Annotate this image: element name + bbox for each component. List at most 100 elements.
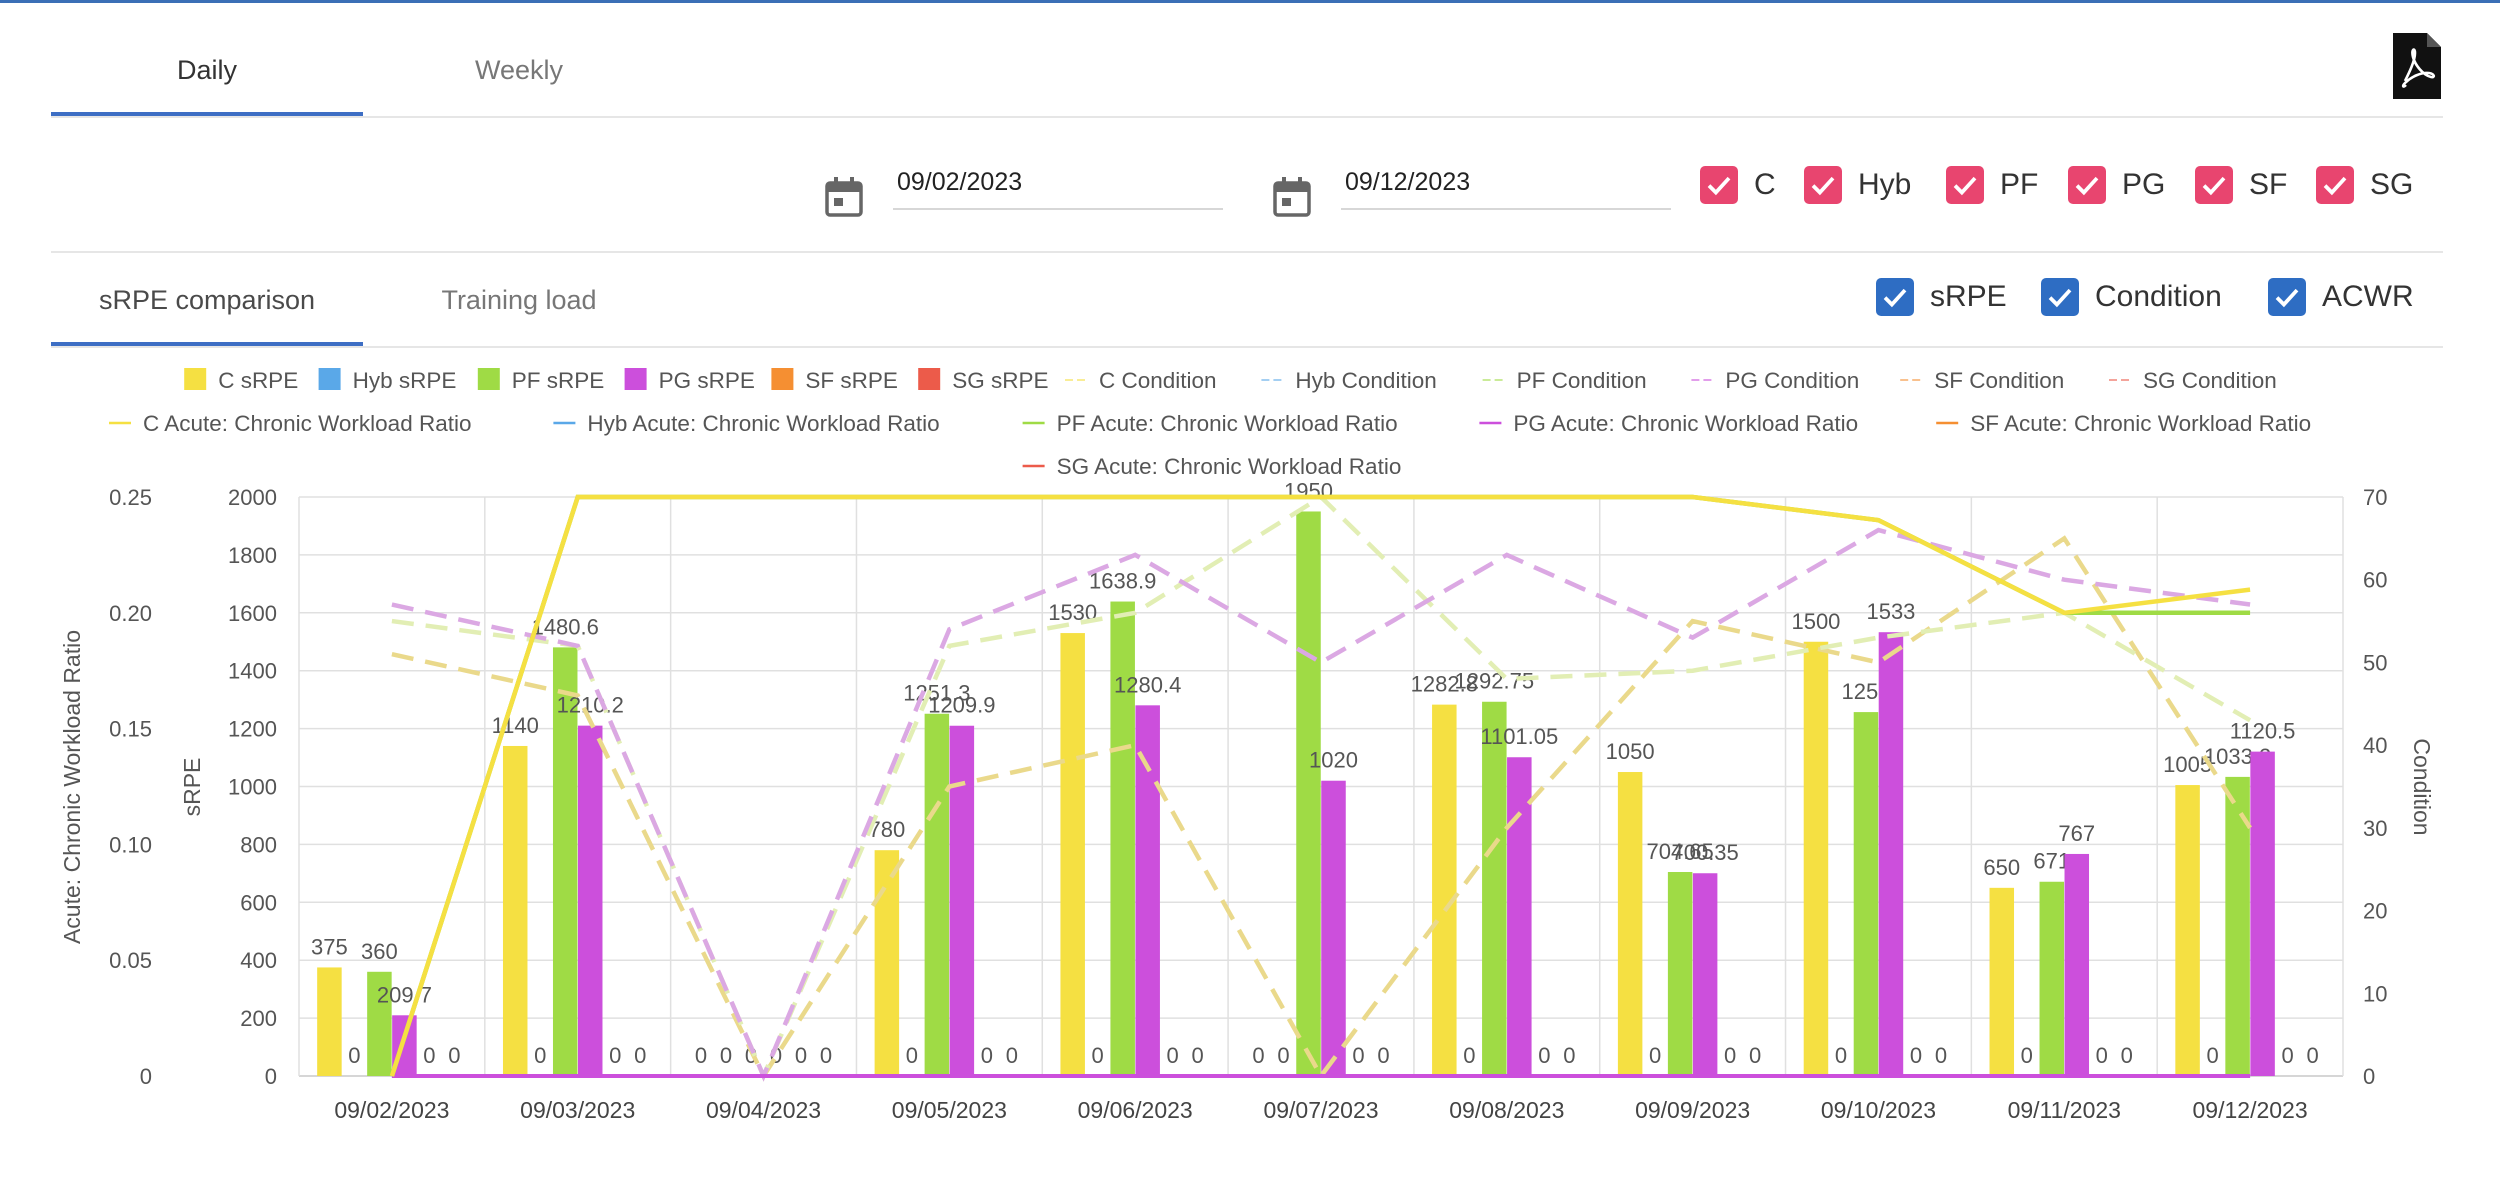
bar-data-label: 1282.8 xyxy=(1411,672,1478,697)
pdf-export-icon[interactable] xyxy=(2393,33,2441,99)
legend-entry: SF Condition xyxy=(1934,368,2064,393)
checkmark-icon xyxy=(2068,166,2106,204)
legend-entry: SG Condition xyxy=(2143,368,2277,393)
position-checkbox-pf[interactable]: PF xyxy=(1946,166,2038,204)
srpe-tick-label: 600 xyxy=(240,890,277,915)
bar-data-label: 0 xyxy=(1910,1043,1922,1068)
bar-data-label: 0 xyxy=(2281,1043,2293,1068)
bar-data-label: 0 xyxy=(2096,1043,2108,1068)
bar-pf-srpe xyxy=(1110,601,1135,1076)
legend-entry: PG Acute: Chronic Workload Ratio xyxy=(1513,411,1858,436)
bar-data-label: 0 xyxy=(1352,1043,1364,1068)
acwr-line-c xyxy=(389,494,2251,1077)
legend-entry: SF Acute: Chronic Workload Ratio xyxy=(1970,411,2311,436)
legend-entry: PF sRPE xyxy=(512,368,605,393)
bar-c-srpe xyxy=(874,850,900,1076)
bar-data-label: 0 xyxy=(906,1043,918,1068)
tab-srpe-comparison[interactable]: sRPE comparison xyxy=(98,285,316,315)
x-tick-label: 09/12/2023 xyxy=(2193,1097,2308,1123)
srpe-tick-label: 1400 xyxy=(228,659,277,684)
tab-daily[interactable]: Daily xyxy=(176,55,237,85)
start-date-input[interactable]: 09/02/2023 xyxy=(893,160,1223,210)
srpe-tick-label: 1800 xyxy=(228,543,277,568)
bar-data-label: 1500 xyxy=(1791,609,1840,634)
x-tick-label: 09/04/2023 xyxy=(706,1097,821,1123)
bar-data-label: 0 xyxy=(1092,1043,1104,1068)
bar-pg-srpe xyxy=(1878,632,1904,1076)
legend-swatch xyxy=(624,368,647,390)
bar-c-srpe xyxy=(2175,785,2200,1076)
legend-swatch xyxy=(771,368,794,390)
bar-data-label: 1533 xyxy=(1866,599,1915,624)
bar-pf-srpe xyxy=(924,713,950,1076)
bar-data-label: 0 xyxy=(1006,1043,1018,1068)
condition-axis-title: Condition xyxy=(2409,738,2435,835)
bar-data-label: 0 xyxy=(2021,1043,2033,1068)
bar-data-label: 1480.6 xyxy=(532,614,599,639)
calendar-icon[interactable] xyxy=(1272,176,1312,218)
bar-pf-srpe xyxy=(1667,872,1693,1076)
legend-entry: C Condition xyxy=(1099,368,1217,393)
checkbox-label: Hyb xyxy=(1858,168,1912,201)
checkmark-icon xyxy=(1700,166,1738,204)
legend-entry: SG sRPE xyxy=(952,368,1048,393)
subtabs-divider xyxy=(51,346,2443,348)
tab-active-indicator xyxy=(51,112,363,116)
calendar-icon[interactable] xyxy=(824,176,864,218)
legend-swatch xyxy=(477,368,500,390)
bar-pf-srpe xyxy=(1296,511,1321,1077)
bar-data-label: 1638.9 xyxy=(1089,569,1156,594)
condition-tick-label: 30 xyxy=(2363,816,2387,841)
bar-pg-srpe xyxy=(1135,705,1160,1076)
bar-data-label: 375 xyxy=(311,934,348,959)
legend-entry: PF Condition xyxy=(1517,368,1647,393)
position-checkbox-pg[interactable]: PG xyxy=(2068,166,2165,204)
bar-data-label: 0 xyxy=(981,1043,993,1068)
srpe-tick-label: 200 xyxy=(240,1006,277,1031)
position-checkbox-sg[interactable]: SG xyxy=(2316,166,2413,204)
condition-tick-label: 60 xyxy=(2363,568,2387,593)
metric-checkbox-condition[interactable]: Condition xyxy=(2041,278,2222,316)
bar-pf-srpe xyxy=(1482,701,1507,1076)
tab-weekly[interactable]: Weekly xyxy=(474,55,564,85)
acwr-tick-label: 0.20 xyxy=(109,601,152,626)
checkbox-label: SG xyxy=(2370,168,2414,201)
tab-training-load[interactable]: Training load xyxy=(441,285,597,315)
bar-data-label: 650 xyxy=(1983,855,2020,880)
x-tick-label: 09/09/2023 xyxy=(1635,1097,1750,1123)
bar-data-label: 700.35 xyxy=(1671,840,1738,865)
position-checkbox-sf[interactable]: SF xyxy=(2195,166,2287,204)
bar-c-srpe xyxy=(317,967,342,1076)
metric-checkbox-acwr[interactable]: ACWR xyxy=(2268,278,2414,316)
bar-data-label: 0 xyxy=(2306,1043,2318,1068)
tabs-divider xyxy=(51,116,2443,118)
bar-pf-srpe xyxy=(367,971,392,1076)
bar-c-srpe xyxy=(1617,772,1643,1076)
position-checkbox-c[interactable]: C xyxy=(1700,166,1776,204)
legend-entry: Hyb Acute: Chronic Workload Ratio xyxy=(587,411,939,436)
legend-swatch xyxy=(918,368,941,390)
bar-data-label: 0 xyxy=(1563,1043,1575,1068)
bar-c-srpe xyxy=(1989,887,2015,1076)
x-tick-label: 09/06/2023 xyxy=(1078,1097,1193,1123)
bar-data-label: 0 xyxy=(720,1043,732,1068)
position-checkbox-hyb[interactable]: Hyb xyxy=(1804,166,1911,204)
checkmark-icon xyxy=(1804,166,1842,204)
metric-checkbox-srpe[interactable]: sRPE xyxy=(1876,278,2007,316)
bar-c-srpe xyxy=(502,745,528,1076)
x-tick-label: 09/05/2023 xyxy=(892,1097,1007,1123)
acwr-tick-label: 0.05 xyxy=(109,948,152,973)
acwr-tick-label: 0 xyxy=(140,1064,152,1089)
bar-pg-srpe xyxy=(1507,757,1532,1076)
bar-data-label: 1292.75 xyxy=(1455,669,1535,694)
bar-pg-srpe xyxy=(577,725,603,1076)
legend-entry: SG Acute: Chronic Workload Ratio xyxy=(1057,454,1402,479)
bar-data-label: 1280.4 xyxy=(1114,672,1181,697)
bar-data-label: 0 xyxy=(1167,1043,1179,1068)
srpe-tick-label: 1000 xyxy=(228,775,277,800)
condition-tick-label: 70 xyxy=(2363,485,2387,510)
srpe-tick-label: 400 xyxy=(240,948,277,973)
end-date-input[interactable]: 09/12/2023 xyxy=(1341,160,1671,210)
bar-data-label: 0 xyxy=(534,1043,546,1068)
acwr-tick-label: 0.15 xyxy=(109,717,152,742)
